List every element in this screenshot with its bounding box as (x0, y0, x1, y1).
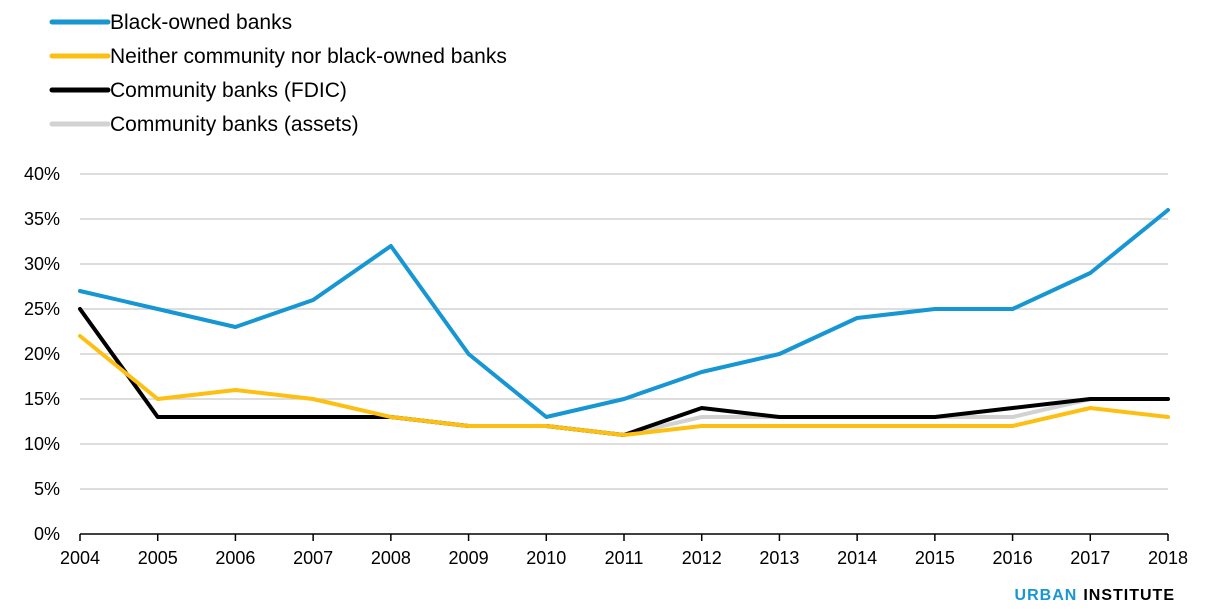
x-tick-label: 2013 (759, 548, 799, 568)
y-tick-label: 5% (34, 479, 60, 499)
brand-logo-institute: INSTITUTE (1083, 587, 1175, 604)
axes: 0% 5% 10% 15% 20% 25% 30% 35% 40% 2004 2005 2006 200… (24, 164, 1188, 568)
legend: Black-owned banks Neither community nor b… (49, 11, 507, 136)
x-tick-label: 2017 (1070, 548, 1110, 568)
x-tick-label: 2014 (837, 548, 877, 568)
x-tick-label: 2010 (526, 548, 566, 568)
x-tick-label: 2011 (605, 548, 644, 568)
legend-label-black-owned-banks: Black-owned banks (110, 11, 292, 34)
series-line-neither-community-nor-black-owned-banks (78, 334, 1170, 437)
x-tick-label: 2007 (293, 548, 333, 568)
series-line-black-owned-banks (78, 208, 1170, 419)
y-tick-label: 10% (24, 434, 60, 454)
x-tick-label: 2005 (138, 548, 178, 568)
y-tick-label: 30% (24, 254, 60, 274)
y-tick-label: 35% (24, 209, 60, 229)
y-tick-label: 15% (24, 389, 60, 409)
y-tick-label: 25% (24, 299, 60, 319)
x-tick-label: 2015 (915, 548, 955, 568)
x-tick-label: 2008 (371, 548, 411, 568)
x-tick-label: 2009 (449, 548, 489, 568)
gridlines (80, 173, 1168, 490)
x-tick-label: 2004 (60, 548, 100, 568)
legend-label-community-banks-fdic: Community banks (FDIC) (110, 79, 347, 102)
series-lines (78, 208, 1170, 437)
legend-label-community-banks-assets: Community banks (assets) (110, 113, 359, 136)
x-tick-label: 2006 (215, 548, 255, 568)
brand-logo-urban: URBAN (1015, 587, 1078, 604)
y-tick-label: 40% (24, 164, 60, 184)
brand-logo: URBAN INSTITUTE (1015, 587, 1175, 604)
y-tick-label: 0% (34, 524, 60, 544)
x-tick-label: 2018 (1148, 548, 1188, 568)
legend-label-neither-community-nor-black-owned-banks: Neither community nor black-owned banks (110, 45, 507, 68)
y-tick-label: 20% (24, 344, 60, 364)
x-tick-label: 2012 (682, 548, 722, 568)
x-tick-label: 2016 (993, 548, 1033, 568)
